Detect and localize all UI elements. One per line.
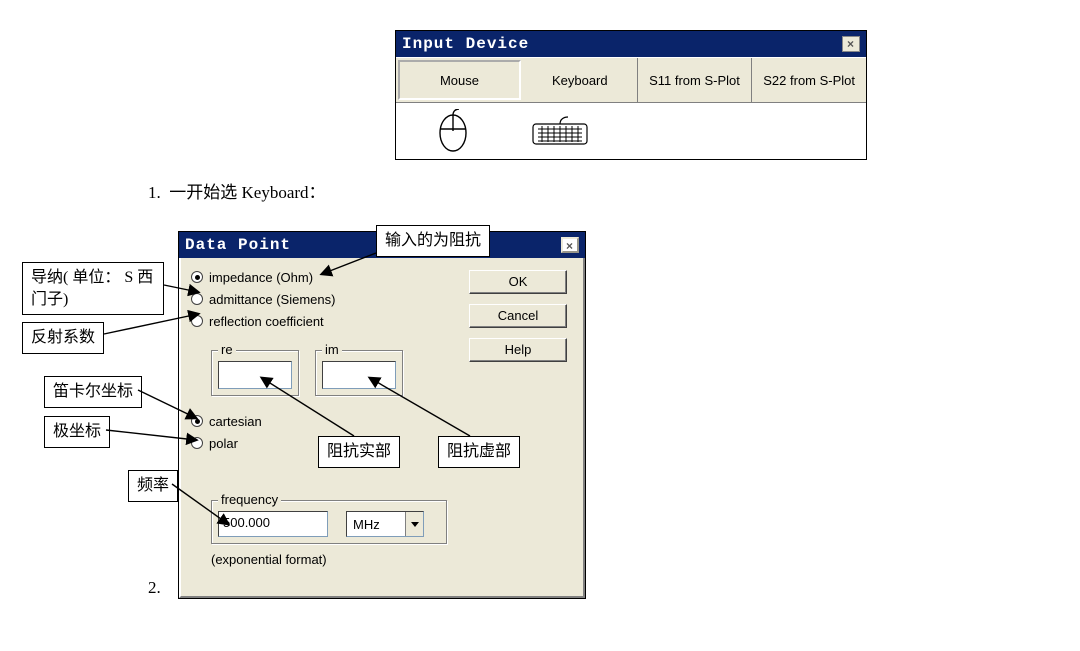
radio-reflection-label: reflection coefficient [209,314,324,329]
radio-impedance-label: impedance (Ohm) [209,270,313,285]
radio-cartesian-dot [191,415,203,427]
radio-polar-label: polar [209,436,238,451]
ok-button[interactable]: OK [469,270,567,294]
group-frequency-label: frequency [218,492,281,507]
list-item-2: 2. [148,578,161,598]
re-input[interactable] [218,361,292,389]
close-icon[interactable]: × [842,36,860,52]
annot-input-impedance: 输入的为阻抗 [376,225,490,257]
input-device-titlebar: Input Device × [396,31,866,57]
radio-impedance[interactable]: impedance (Ohm) [191,266,335,288]
annot-im: 阻抗虚部 [438,436,520,468]
radio-admittance-label: admittance (Siemens) [209,292,335,307]
frequency-unit-combo[interactable]: MHz [346,511,424,537]
annot-reflection: 反射系数 [22,322,104,354]
annot-frequency: 频率 [128,470,178,502]
tab-s22[interactable]: S22 from S-Plot [752,58,866,102]
group-re: re [211,350,299,396]
radio-impedance-dot [191,271,203,283]
ok-button-label: OK [509,274,528,289]
annot-polar: 极坐标 [44,416,110,448]
mouse-icon [436,109,470,153]
group-frequency: frequency 500.000 MHz [211,500,447,544]
radio-reflection-dot [191,315,203,327]
annot-admittance: 导纳( 单位： S 西门子) [22,262,164,315]
annot-cartesian: 笛卡尔坐标 [44,376,142,408]
radio-admittance[interactable]: admittance (Siemens) [191,288,335,310]
tab-s11-label: S11 from S-Plot [649,73,740,88]
help-button[interactable]: Help [469,338,567,362]
radio-polar-dot [191,437,203,449]
keyboard-icon [532,116,588,146]
radio-admittance-dot [191,293,203,305]
tab-keyboard[interactable]: Keyboard [523,58,638,102]
tab-keyboard-label: Keyboard [552,73,608,88]
radio-cartesian-label: cartesian [209,414,262,429]
list-text-1: 一开始选 Keyboard： [169,183,325,202]
tab-s11[interactable]: S11 from S-Plot [638,58,753,102]
help-button-label: Help [505,342,532,357]
list-num-1: 1. [148,183,161,202]
list-item-1: 1. 一开始选 Keyboard： [148,178,326,203]
data-point-body: OK Cancel Help impedance (Ohm) admittanc… [179,258,585,598]
radio-polar[interactable]: polar [191,432,262,454]
input-device-tabs: Mouse Keyboard S11 from S-Plot S22 from … [396,57,866,103]
input-device-window: Input Device × Mouse Keyboard S11 from S… [395,30,867,160]
cancel-button-label: Cancel [498,308,538,323]
cancel-button[interactable]: Cancel [469,304,567,328]
tab-s22-label: S22 from S-Plot [763,73,855,88]
tab-mouse-label: Mouse [440,73,479,88]
data-point-window: Data Point × OK Cancel Help impedance (O… [178,231,586,599]
input-device-icons [396,103,866,159]
exponential-format-note: (exponential format) [211,552,327,567]
tab-mouse[interactable]: Mouse [398,60,521,100]
im-input[interactable] [322,361,396,389]
frequency-input[interactable]: 500.000 [218,511,328,537]
data-point-title: Data Point [185,236,291,254]
type-radio-group: impedance (Ohm) admittance (Siemens) ref… [191,266,335,332]
radio-reflection[interactable]: reflection coefficient [191,310,335,332]
list-num-2: 2. [148,578,161,597]
input-device-title: Input Device [402,35,529,53]
group-im-label: im [322,342,342,357]
frequency-value: 500.000 [223,515,270,530]
chevron-down-icon [405,512,423,536]
frequency-unit-label: MHz [347,517,405,532]
close-icon[interactable]: × [561,237,579,253]
group-re-label: re [218,342,236,357]
coord-radio-group: cartesian polar [191,410,262,454]
annot-re: 阻抗实部 [318,436,400,468]
group-im: im [315,350,403,396]
radio-cartesian[interactable]: cartesian [191,410,262,432]
